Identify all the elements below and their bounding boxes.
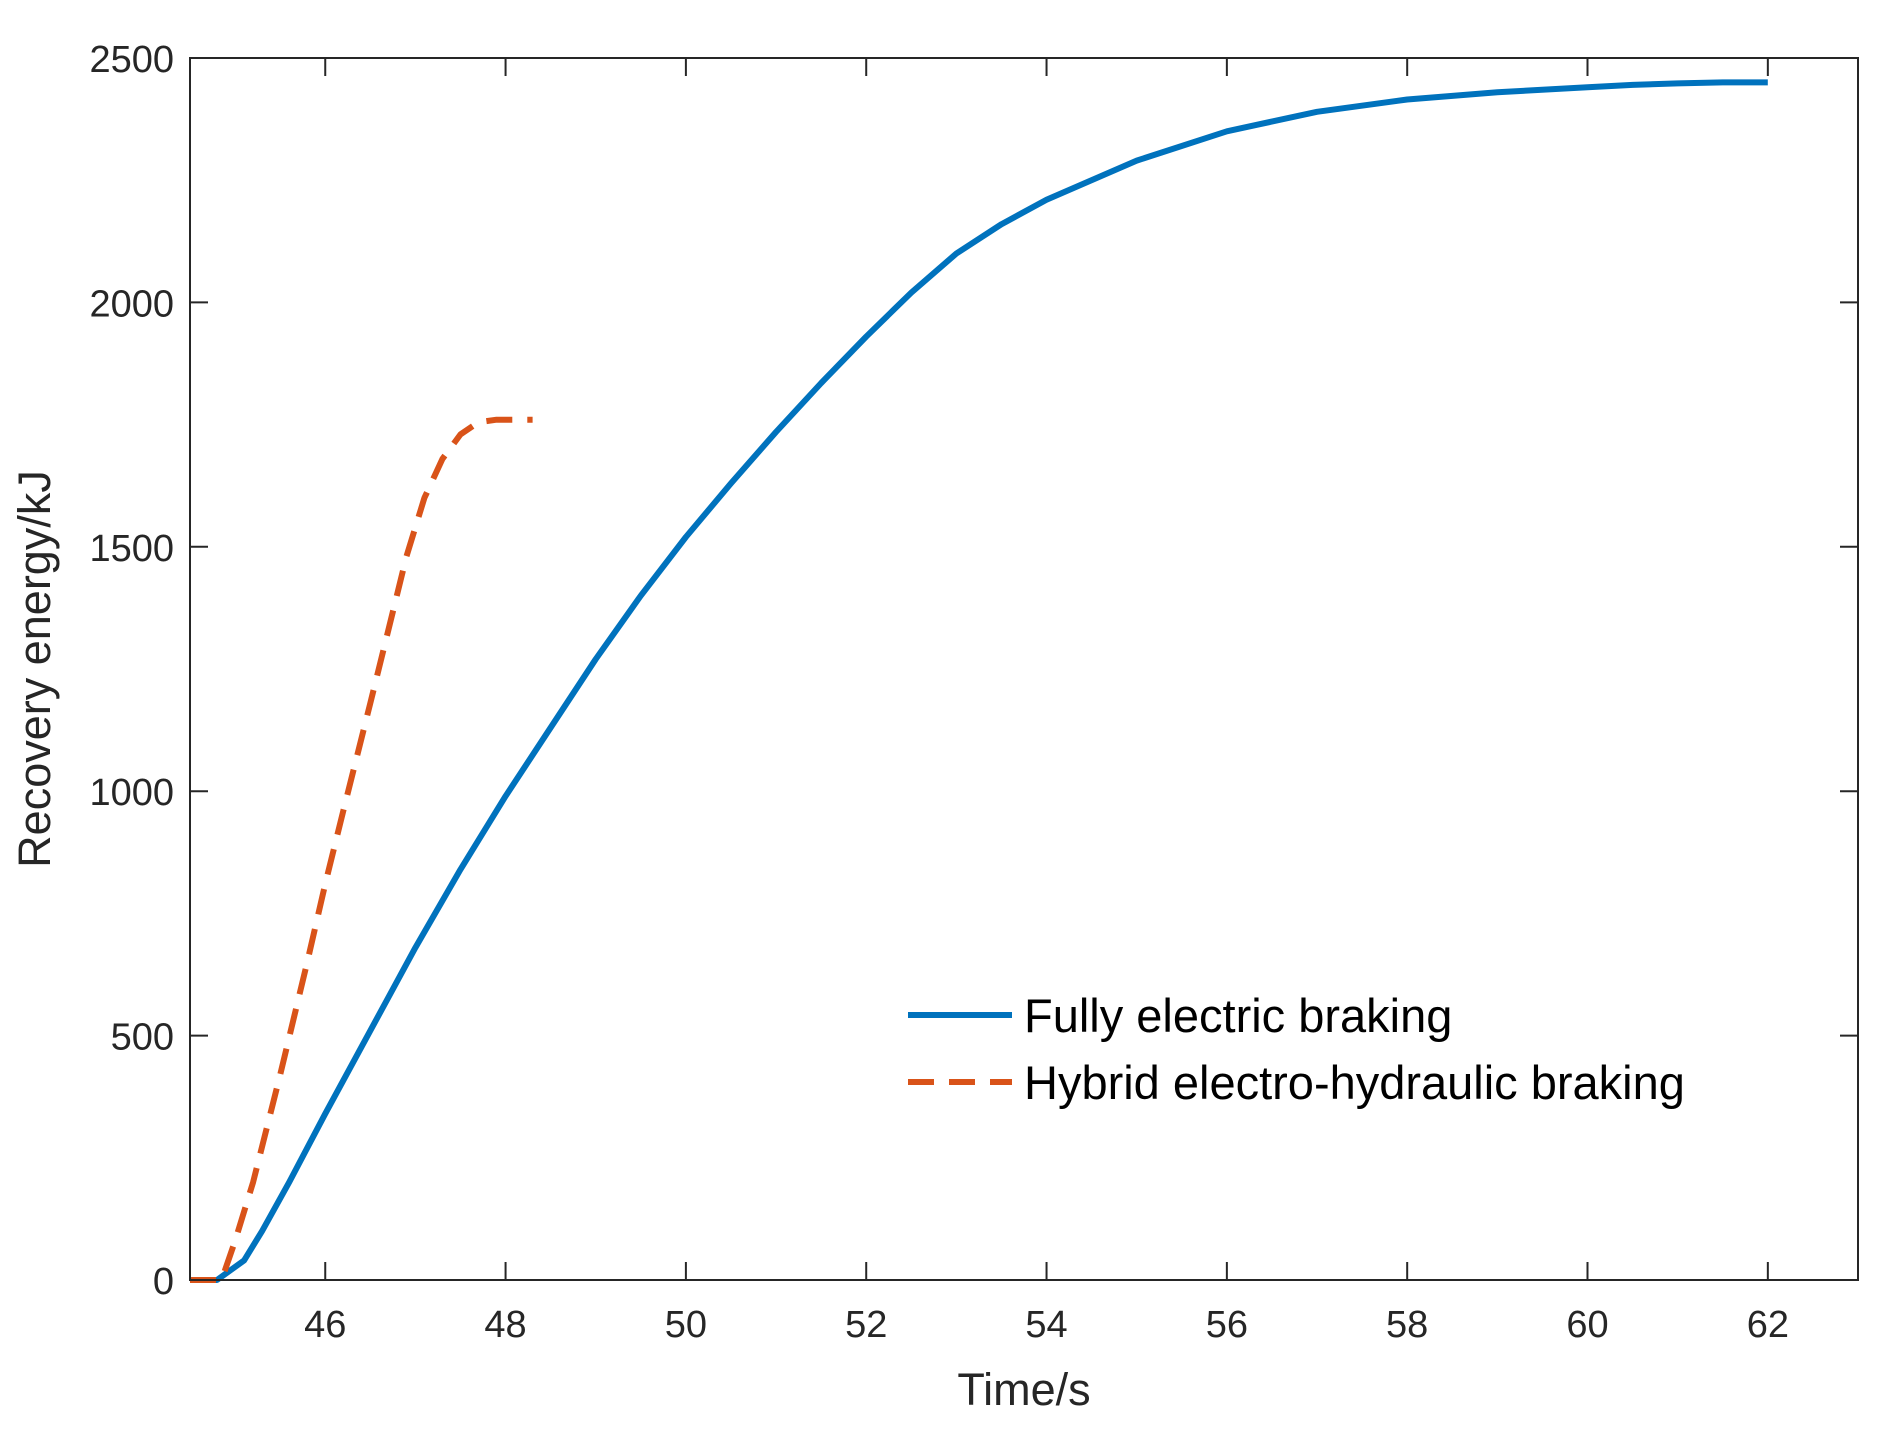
legend-label-2: Hybrid electro-hydraulic braking: [1024, 1056, 1685, 1109]
x-tick-label: 54: [1025, 1304, 1067, 1346]
axes: [189, 57, 1859, 1281]
y-tick-label: 1000: [89, 772, 174, 814]
y-tick-label: 500: [111, 1017, 174, 1059]
x-tick-label: 62: [1747, 1304, 1789, 1346]
x-tick-label: 52: [845, 1304, 887, 1346]
x-tick-label: 48: [484, 1304, 526, 1346]
series-line-2: [190, 416, 533, 1283]
plot-area: [190, 58, 1858, 1280]
x-tick-label: 50: [665, 1304, 707, 1346]
x-tick-label: 46: [304, 1304, 346, 1346]
y-tick-label: 2500: [89, 39, 174, 81]
legend: Fully electric braking Hybrid electro-hyd…: [908, 989, 1685, 1109]
series-layer: [190, 79, 1768, 1283]
x-tick-label: 60: [1566, 1304, 1608, 1346]
y-tick-label: 2000: [89, 283, 174, 325]
x-tick-label: 58: [1386, 1304, 1428, 1346]
y-tick-label: 1500: [89, 528, 174, 570]
x-axis-ticks: 46 48 50 52 54 56 58 60 62: [304, 58, 1789, 1346]
x-tick-label: 56: [1206, 1304, 1248, 1346]
series-line-1: [190, 79, 1768, 1283]
y-axis-label: Recovery energy/kJ: [9, 470, 60, 868]
x-axis-label: Time/s: [957, 1364, 1090, 1415]
legend-label-1: Fully electric braking: [1024, 989, 1452, 1042]
y-tick-label: 0: [153, 1261, 174, 1303]
axes-box: [189, 57, 1859, 1281]
plot-background: [190, 58, 1858, 1280]
y-axis-ticks: 0 500 1000 1500 2000 2500: [89, 39, 1858, 1303]
